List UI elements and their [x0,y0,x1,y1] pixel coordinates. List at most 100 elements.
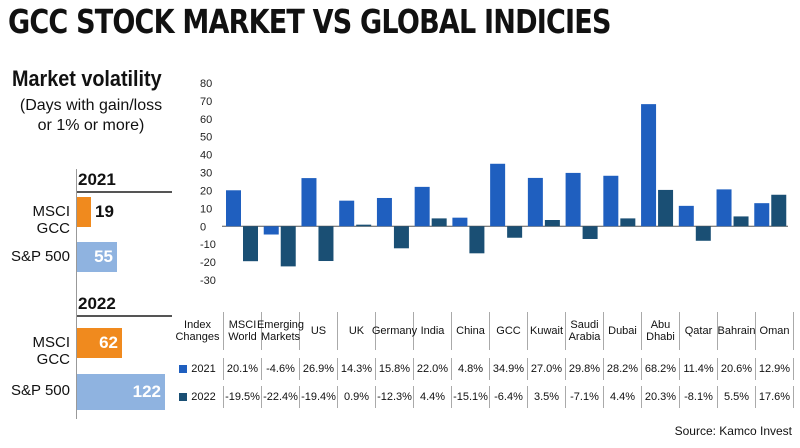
volatility-value: 122 [132,382,161,401]
table-cell: 4.8% [452,358,490,380]
y-tick-label: 20 [200,185,212,197]
table-cell: 14.3% [338,358,376,380]
bar-2022-emerging-markets [280,226,296,267]
bar-2021-abu-dhabi [641,104,657,227]
table-column-header: Oman [756,312,794,350]
table-cell: 20.1% [224,358,262,380]
legend-year: 2021 [191,363,216,375]
table-cell: 22.0% [414,358,452,380]
table-column-header: Abu Dhabi [642,312,680,350]
table-column-header: Dubai [604,312,642,350]
y-tick-label: 80 [200,78,212,90]
table-cell: -4.6% [262,358,300,380]
table-column-header: Qatar [680,312,718,350]
table-header-label: Index Changes [172,312,224,350]
y-tick-label: -30 [200,275,216,287]
bar-2022-uk [356,224,372,227]
bar-2021-qatar [678,205,694,227]
table-column-header: Bahrain [718,312,756,350]
y-tick-label: 70 [200,96,212,108]
bar-2022-msci-world [243,226,258,262]
y-tick-label: 0 [200,221,206,233]
bar-2022-abu-dhabi [658,189,674,227]
table-cell: 4.4% [604,386,642,408]
table-cell: 20.3% [642,386,680,408]
table-row-2021: 2021 20.1% -4.6% 26.9% 14.3% 15.8% 22.0% 4.8% 34… [172,358,794,380]
table-cell: 5.5% [718,386,756,408]
bar-2022-us [318,226,334,262]
table-column-header: Emerging Markets [257,312,304,350]
legend-swatch [179,393,188,401]
table-cell: -22.4% [262,386,300,408]
volatility-title: Market volatility [12,66,162,91]
legend-year: 2022 [191,391,216,403]
table-row-2022: 2022 -19.5% -22.4% -19.4% 0.9% -12.3% 4.4% -15.… [172,386,794,408]
table-cell: 4.4% [414,386,452,408]
y-tick-label: 60 [200,114,212,126]
volatility-value: 55 [94,247,113,266]
bar-2022-oman [771,194,787,227]
bar-2022-qatar [695,226,711,241]
table-column-header: India [414,312,452,350]
table-cell: 12.9% [756,358,794,380]
volatility-label-msci-gcc-2021: MSCI GCC [32,203,71,237]
y-tick-label: 30 [200,168,212,180]
bar-2021-oman [754,203,770,227]
volatility-year-2022: 2022 [78,294,116,313]
table-column-header: UK [338,312,376,350]
volatility-bar-sp500-2021: 55 [77,242,117,272]
table-cell: 34.9% [490,358,528,380]
year-divider [76,191,172,193]
bar-2022-gcc [507,226,523,238]
table-cell: 27.0% [528,358,566,380]
y-tick-label: 10 [200,203,212,215]
table-cell: 0.9% [338,386,376,408]
table-cell: -6.4% [490,386,528,408]
bar-2021-kuwait [527,177,543,227]
bar-2021-india [414,186,430,227]
bar-2021-dubai [603,175,619,227]
volatility-value: 62 [99,333,118,352]
volatility-axis [76,169,77,419]
bar-2021-uk [339,200,355,227]
table-header-row: Index Changes MSCI World Emerging Markets U… [172,312,794,350]
volatility-label-sp500-2022: S&P 500 [11,382,70,399]
table-row-label: 2022 [172,386,224,408]
bar-2021-china [452,217,468,227]
legend-swatch [179,365,188,373]
table-cell: 28.2% [604,358,642,380]
table-column-header: US [300,312,338,350]
y-tick-label: -20 [200,257,216,269]
table-cell: -19.5% [224,386,262,408]
table-cell: 29.8% [566,358,604,380]
table-cell: 17.6% [756,386,794,408]
bar-2021-us [301,178,317,227]
table-cell: -19.4% [300,386,338,408]
bar-2022-saudi-arabia [582,226,598,239]
volatility-subtitle-line1: (Days with gain/loss [19,97,163,114]
volatility-label-sp500-2021: S&P 500 [11,248,70,265]
volatility-subtitle-line2: or 1% or more) [37,117,145,134]
volatility-bar-msci-gcc-2022: 62 [77,328,122,358]
bar-2022-germany [393,226,409,249]
bar-2021-msci-world [226,190,241,227]
volatility-label-msci-gcc-2022: MSCI GCC [32,334,71,368]
table-cell: -12.3% [376,386,414,408]
volatility-bar-msci-gcc-2021: 19 [77,197,114,227]
y-tick-label: 50 [200,132,212,144]
table-cell: -7.1% [566,386,604,408]
table-column-header: Saudi Arabia [566,312,604,350]
table-column-header: Germany [372,312,417,350]
volatility-value: 19 [95,202,114,221]
bar-2022-china [469,226,485,254]
volatility-subtitle: (Days with gain/loss or 1% or more) [12,96,170,136]
bar-2022-bahrain [733,216,749,227]
table-row-label: 2021 [172,358,224,380]
bar-2021-emerging-markets [263,226,279,235]
bar-2021-germany [376,197,392,227]
table-cell: 3.5% [528,386,566,408]
source-note: Source: Kamco Invest [674,424,792,438]
table-cell: -15.1% [452,386,490,408]
bar-2022-india [431,218,447,227]
